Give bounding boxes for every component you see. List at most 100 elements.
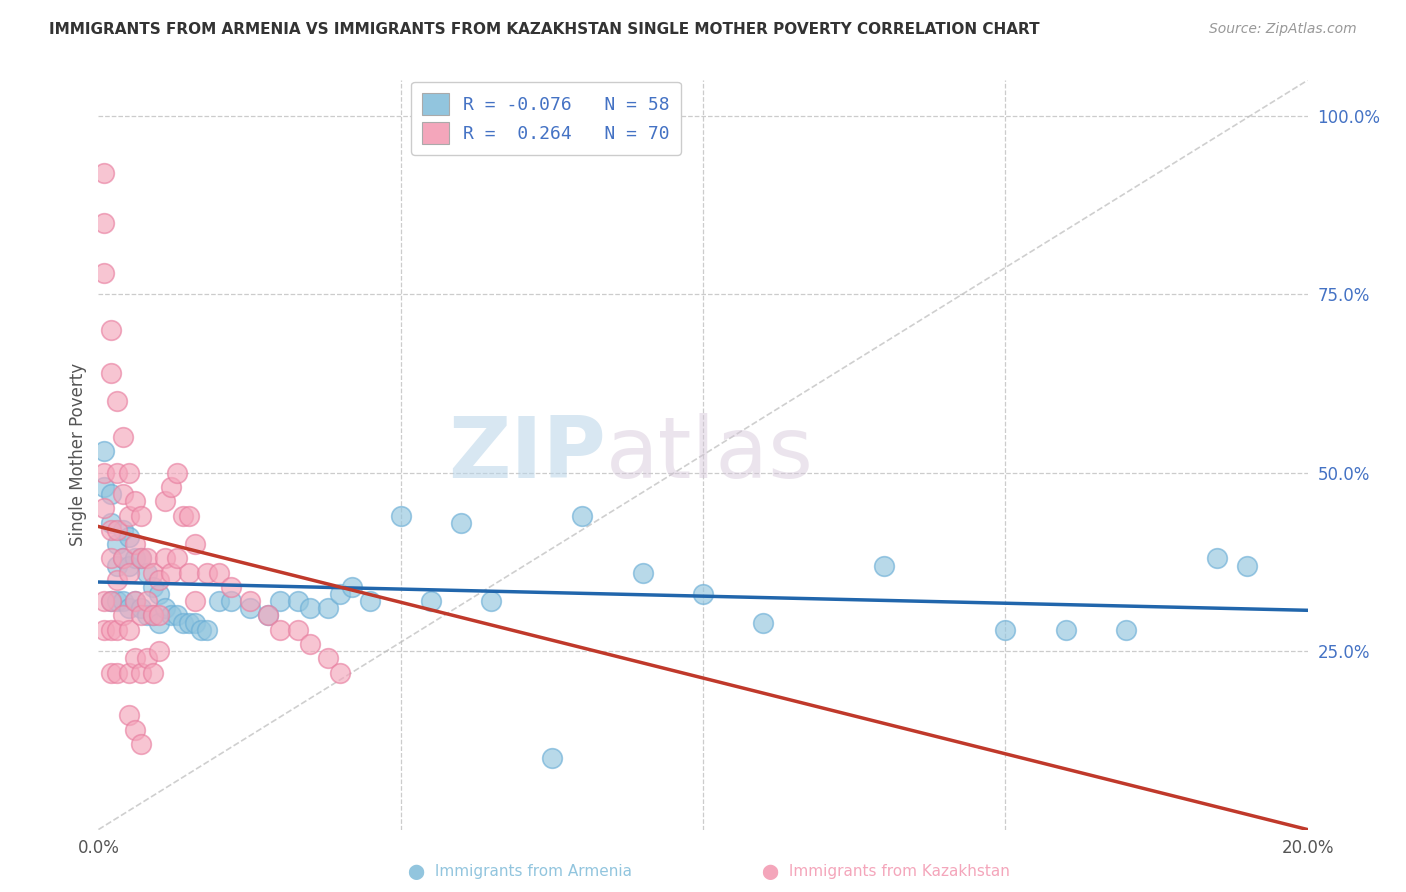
Point (571, 508, 593, 523)
Point (93, 466, 115, 480)
Point (160, 480, 183, 494)
Point (105, 558, 128, 573)
Point (93, 266, 115, 280)
Point (1115, 623, 1137, 637)
Point (111, 523, 134, 537)
Point (118, 665, 141, 680)
Point (118, 530, 141, 544)
Point (129, 665, 152, 680)
Point (118, 466, 141, 480)
Point (148, 608, 170, 623)
Point (105, 394, 128, 409)
Point (166, 466, 188, 480)
Point (124, 651, 146, 665)
Point (166, 551, 188, 566)
Point (142, 608, 165, 623)
Text: ⬤  Immigrants from Kazakhstan: ⬤ Immigrants from Kazakhstan (762, 864, 1010, 880)
Point (100, 323, 122, 337)
Point (389, 508, 412, 523)
Point (142, 608, 165, 623)
Point (692, 587, 714, 601)
Point (287, 594, 309, 608)
Point (142, 580, 165, 594)
Point (93, 480, 115, 494)
Text: ZIP: ZIP (449, 413, 606, 497)
Text: atlas: atlas (606, 413, 814, 497)
Point (118, 708, 141, 723)
Point (93, 444, 115, 458)
Point (190, 623, 212, 637)
Point (129, 551, 152, 566)
Point (100, 594, 122, 608)
Point (118, 623, 141, 637)
Point (100, 623, 122, 637)
Point (105, 466, 128, 480)
Point (316, 651, 339, 665)
Point (100, 594, 122, 608)
Point (160, 608, 183, 623)
Point (124, 537, 146, 551)
Point (93, 216, 115, 230)
Point (342, 580, 364, 594)
Point (124, 551, 146, 566)
Point (100, 366, 122, 380)
Point (100, 665, 122, 680)
Point (631, 566, 654, 580)
Point (111, 430, 134, 444)
Point (148, 644, 170, 658)
Point (129, 601, 152, 615)
Point (148, 615, 170, 630)
Point (221, 594, 243, 608)
Point (172, 508, 194, 523)
Point (179, 566, 201, 580)
Point (135, 566, 157, 580)
Point (221, 580, 243, 594)
Point (540, 751, 562, 765)
Point (195, 623, 218, 637)
Point (124, 723, 146, 737)
Point (105, 523, 128, 537)
Point (184, 615, 207, 630)
Point (179, 508, 201, 523)
Point (111, 551, 134, 566)
Text: IMMIGRANTS FROM ARMENIA VS IMMIGRANTS FROM KAZAKHSTAN SINGLE MOTHER POVERTY CORR: IMMIGRANTS FROM ARMENIA VS IMMIGRANTS FR… (49, 22, 1040, 37)
Point (135, 651, 157, 665)
Point (129, 608, 152, 623)
Point (1054, 623, 1077, 637)
Point (450, 516, 472, 530)
Point (105, 594, 128, 608)
Point (481, 594, 503, 608)
Point (299, 601, 322, 615)
Text: Source: ZipAtlas.com: Source: ZipAtlas.com (1209, 22, 1357, 37)
Point (129, 508, 152, 523)
Point (100, 487, 122, 501)
Point (873, 558, 896, 573)
Point (111, 551, 134, 566)
Point (100, 523, 122, 537)
Point (360, 594, 382, 608)
Point (256, 608, 278, 623)
Point (111, 487, 134, 501)
Point (269, 623, 291, 637)
Point (105, 573, 128, 587)
Point (420, 594, 443, 608)
Point (124, 494, 146, 508)
Point (1206, 551, 1229, 566)
Point (93, 623, 115, 637)
Point (135, 608, 157, 623)
Point (142, 566, 165, 580)
Point (105, 665, 128, 680)
Point (118, 566, 141, 580)
Point (93, 501, 115, 516)
Point (269, 594, 291, 608)
Point (111, 608, 134, 623)
Point (148, 573, 170, 587)
Point (105, 537, 128, 551)
Y-axis label: Single Mother Poverty: Single Mother Poverty (69, 363, 87, 547)
Point (752, 615, 775, 630)
Point (256, 608, 278, 623)
Point (124, 594, 146, 608)
Point (100, 551, 122, 566)
Point (100, 516, 122, 530)
Point (208, 594, 231, 608)
